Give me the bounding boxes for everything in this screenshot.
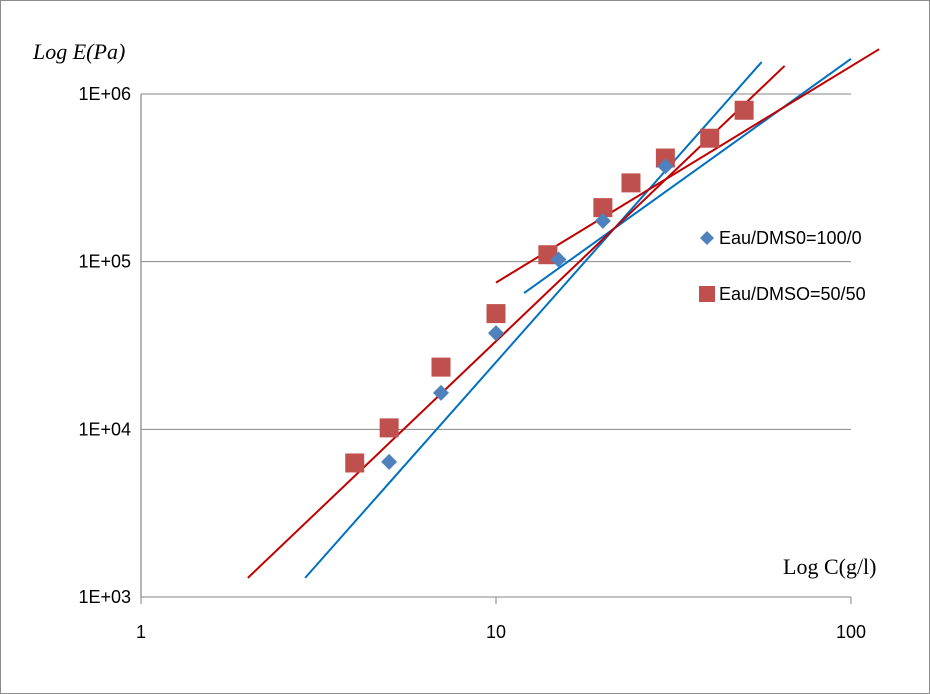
fit-line <box>247 65 786 579</box>
y-tick-label: 1E+03 <box>78 587 131 607</box>
x-tick-marks <box>140 597 852 604</box>
data-point-square <box>734 100 754 120</box>
y-axis-title: Log E(Pa) <box>32 39 125 64</box>
legend-marker-square <box>699 286 715 302</box>
data-point-diamond <box>381 453 398 470</box>
x-tick-label: 100 <box>836 622 866 642</box>
x-axis-title: Log C(g/l) <box>783 554 877 579</box>
legend-label: Eau/DMSO=50/50 <box>719 284 866 304</box>
y-tick-label: 1E+06 <box>78 84 131 104</box>
fit-line <box>523 58 852 294</box>
data-point-square <box>379 418 399 438</box>
y-tick-label: 1E+04 <box>78 419 131 439</box>
fit-line <box>304 61 763 579</box>
data-points <box>345 100 754 473</box>
y-tick-label: 1E+05 <box>78 252 131 272</box>
data-point-square <box>431 357 451 377</box>
data-point-square <box>345 453 365 473</box>
data-point-square <box>700 128 720 148</box>
data-point-diamond <box>657 158 674 175</box>
legend: Eau/DMS0=100/0 Eau/DMSO=50/50 <box>699 228 866 304</box>
fit-line <box>495 48 880 284</box>
data-point-square <box>486 304 506 324</box>
data-point-square <box>621 173 641 193</box>
data-point-diamond <box>550 251 567 268</box>
data-point-diamond <box>433 384 450 401</box>
x-tick-label: 1 <box>136 622 146 642</box>
data-point-diamond <box>488 325 504 342</box>
tick-labels: 1E+03 1E+04 1E+05 1E+06 1 10 100 <box>78 84 866 642</box>
data-point-square <box>655 148 675 168</box>
legend-label: Eau/DMS0=100/0 <box>719 228 862 248</box>
x-tick-label: 10 <box>486 622 506 642</box>
legend-marker-diamond <box>700 231 714 245</box>
gridlines <box>141 93 851 598</box>
data-point-square <box>593 198 613 218</box>
fit-lines <box>247 48 880 579</box>
data-point-diamond <box>594 212 611 229</box>
